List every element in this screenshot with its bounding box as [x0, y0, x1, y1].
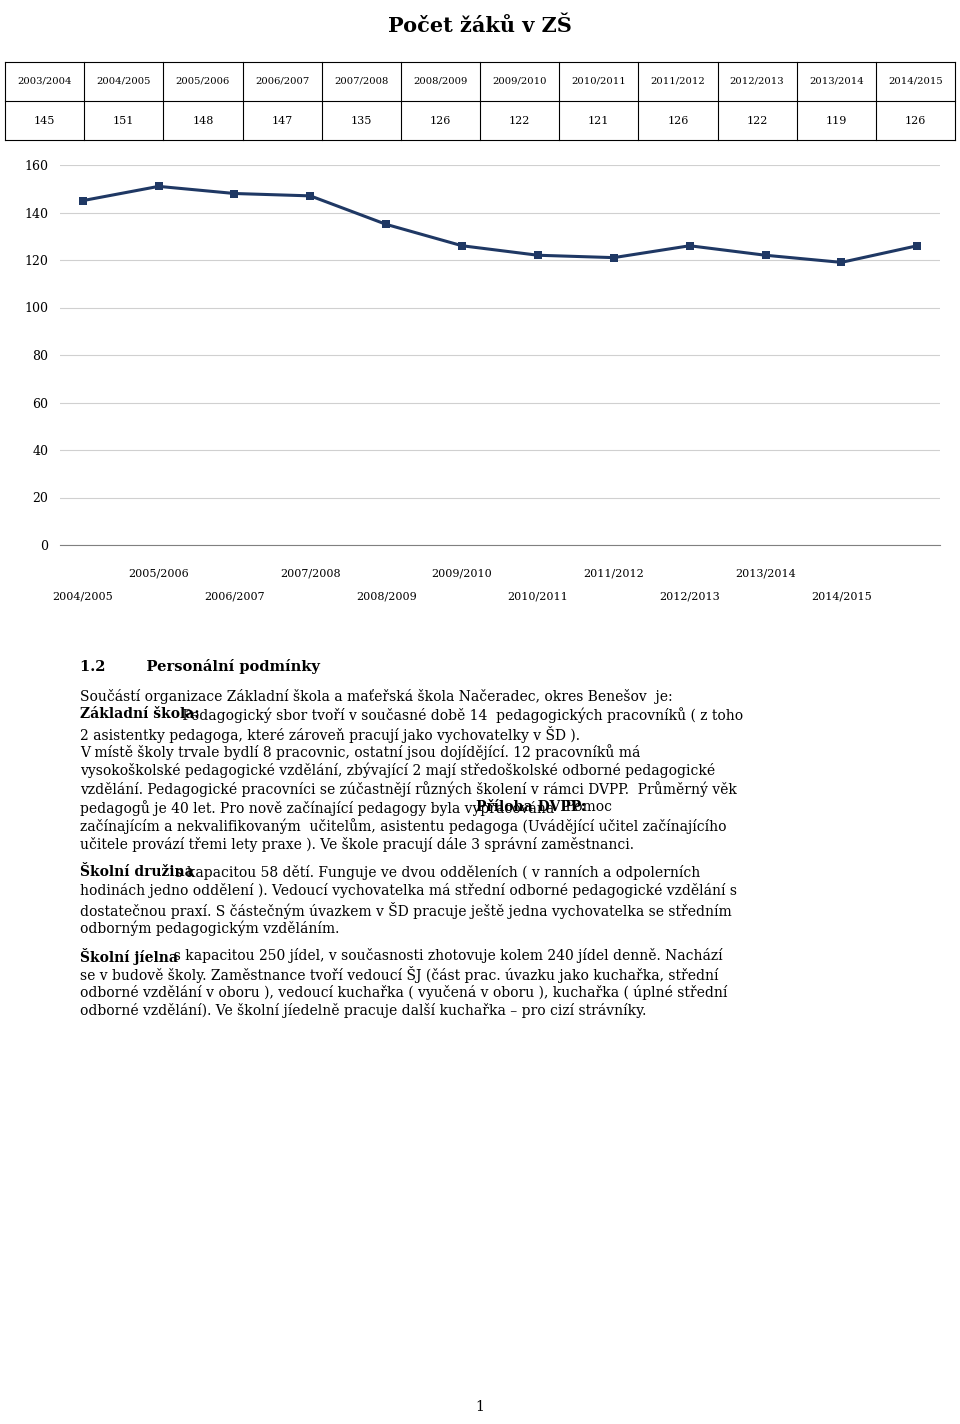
Text: pedagogů je 40 let. Pro nově začínající pedagogy byla vypracována: pedagogů je 40 let. Pro nově začínající …: [81, 800, 559, 816]
Text: 2007/2008: 2007/2008: [280, 568, 341, 578]
Text: se v budově školy. Zaměstnance tvoří vedoucí ŠJ (část prac. úvazku jako kuchařka: se v budově školy. Zaměstnance tvoří ved…: [81, 967, 719, 984]
Text: 126: 126: [667, 115, 688, 125]
Text: 1.2        Personální podmínky: 1.2 Personální podmínky: [81, 659, 320, 674]
Text: dostatečnou praxí. S částečným úvazkem v ŠD pracuje ještě jedna vychovatelka se : dostatečnou praxí. S částečným úvazkem v…: [81, 901, 732, 918]
Text: 2 asistentky pedagoga, které zároveň pracují jako vychovatelky v ŠD ).: 2 asistentky pedagoga, které zároveň pra…: [81, 726, 580, 743]
Text: Příloha DVPP:: Příloha DVPP:: [476, 800, 586, 815]
Text: 119: 119: [826, 115, 847, 125]
Text: učitele provází třemi lety praxe ). Ve škole pracují dále 3 správní zaměstnanci.: učitele provází třemi lety praxe ). Ve š…: [81, 837, 635, 852]
Text: V místě školy trvale bydlí 8 pracovnic, ostatní jsou dojídějící. 12 pracovníků m: V místě školy trvale bydlí 8 pracovnic, …: [81, 745, 640, 760]
Text: Školní družina: Školní družina: [81, 864, 194, 879]
Text: 126: 126: [904, 115, 926, 125]
Text: 2011/2012: 2011/2012: [584, 568, 644, 578]
Text: Pedagogický sbor tvoří v současné době 14  pedagogických pracovníků ( z toho: Pedagogický sbor tvoří v současné době 1…: [178, 708, 743, 723]
Text: vzdělání. Pedagogické pracovníci se zúčastnějí různých školení v rámci DVPP.  Pr: vzdělání. Pedagogické pracovníci se zúča…: [81, 782, 737, 797]
Text: Součástí organizace Základní škola a maťeřská škola Načeradec, okres Benešov  je: Součástí organizace Základní škola a mať…: [81, 689, 673, 703]
Text: 2010/2011: 2010/2011: [508, 591, 568, 601]
Text: 2008/2009: 2008/2009: [356, 591, 417, 601]
Text: 2004/2005: 2004/2005: [97, 77, 151, 85]
Text: 126: 126: [430, 115, 451, 125]
Text: začínajícím a nekvalifikovaným  učitelům, asistentu pedagoga (Uvádějící učitel z: začínajícím a nekvalifikovaným učitelům,…: [81, 819, 727, 834]
Text: 2013/2014: 2013/2014: [735, 568, 796, 578]
Text: 2003/2004: 2003/2004: [17, 77, 72, 85]
Text: vysokoškolské pedagogické vzdělání, zbývající 2 mají středoškolské odborné pedag: vysokoškolské pedagogické vzdělání, zbýv…: [81, 763, 715, 779]
Text: 2012/2013: 2012/2013: [730, 77, 784, 85]
Text: 145: 145: [34, 115, 56, 125]
Text: 2012/2013: 2012/2013: [660, 591, 720, 601]
Text: s kapacitou 58 dětí. Funguje ve dvou odděleních ( v ranních a odpolerních: s kapacitou 58 dětí. Funguje ve dvou odd…: [171, 864, 701, 880]
Text: 122: 122: [509, 115, 530, 125]
Text: 2009/2010: 2009/2010: [492, 77, 547, 85]
Text: 2014/2015: 2014/2015: [811, 591, 872, 601]
Text: Školní jíelna: Školní jíelna: [81, 948, 179, 965]
Text: 2013/2014: 2013/2014: [809, 77, 864, 85]
Text: 2014/2015: 2014/2015: [888, 77, 943, 85]
Text: 2006/2007: 2006/2007: [204, 591, 265, 601]
Text: 1: 1: [475, 1400, 485, 1414]
Text: 151: 151: [113, 115, 134, 125]
Text: s kapacitou 250 jídel, v současnosti zhotovuje kolem 240 jídel denně. Nachází: s kapacitou 250 jídel, v současnosti zho…: [165, 948, 722, 963]
Text: 135: 135: [350, 115, 372, 125]
Text: 121: 121: [588, 115, 610, 125]
Text: 122: 122: [746, 115, 768, 125]
Text: hodinách jedno oddělení ). Vedoucí vychovatelka má střední odborné pedagogické v: hodinách jedno oddělení ). Vedoucí vycho…: [81, 883, 737, 899]
Text: 147: 147: [272, 115, 293, 125]
Text: odborné vzdělání). Ve školní jíedelně pracuje další kuchařka – pro cizí strávník: odborné vzdělání). Ve školní jíedelně pr…: [81, 1004, 647, 1018]
Text: 2006/2007: 2006/2007: [255, 77, 309, 85]
Text: Počet žáků v ZŠ: Počet žáků v ZŠ: [388, 16, 572, 36]
Text: odborné vzdělání v oboru ), vedoucí kuchařka ( vyučená v oboru ), kuchařka ( úpl: odborné vzdělání v oboru ), vedoucí kuch…: [81, 985, 728, 1000]
Text: 2007/2008: 2007/2008: [334, 77, 389, 85]
Text: odborným pedagogickým vzděláním.: odborným pedagogickým vzděláním.: [81, 920, 340, 936]
Text: 2011/2012: 2011/2012: [651, 77, 706, 85]
Text: 2005/2006: 2005/2006: [176, 77, 230, 85]
Text: 2004/2005: 2004/2005: [53, 591, 113, 601]
Text: Základní škola:: Základní škola:: [81, 708, 200, 722]
Text: 2009/2010: 2009/2010: [432, 568, 492, 578]
Text: 2008/2009: 2008/2009: [413, 77, 468, 85]
Text: 2010/2011: 2010/2011: [571, 77, 626, 85]
Text: 148: 148: [192, 115, 214, 125]
Text: 2005/2006: 2005/2006: [129, 568, 189, 578]
Text: Pomoc: Pomoc: [561, 800, 612, 815]
